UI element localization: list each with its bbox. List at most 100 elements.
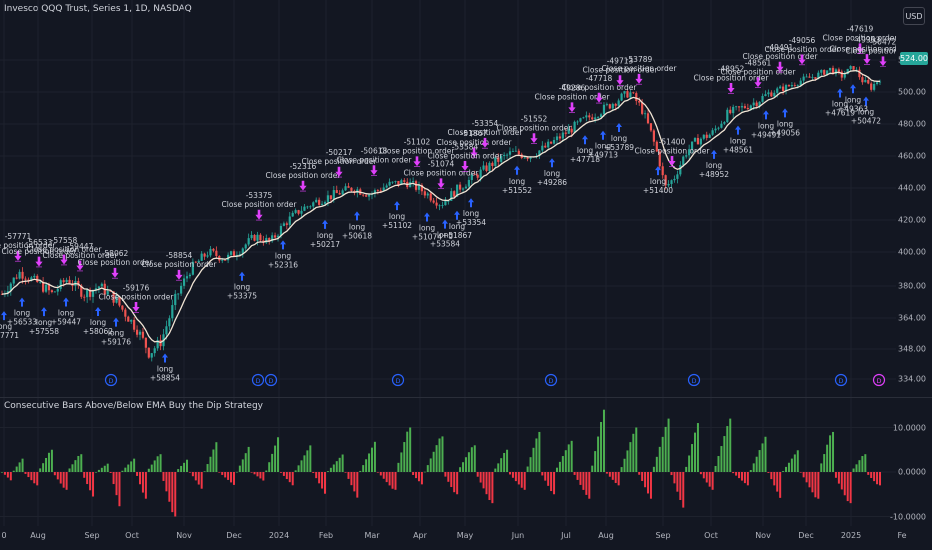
close-trade-value: -53584 [452,142,479,151]
histogram-bar [429,458,432,472]
histogram-bar [83,472,86,478]
dividend-event-icon[interactable]: D [264,373,278,387]
histogram-bar [224,472,227,478]
histogram-bar [796,450,799,472]
candle-body [617,100,620,106]
candle-body [670,180,673,184]
histogram-bar [136,472,139,476]
candle-body [453,191,456,197]
dividend-event-icon[interactable]: D [687,373,701,387]
candle-body [867,80,870,84]
candle-body [711,130,714,135]
currency-button[interactable]: USD [903,7,925,25]
price-axis[interactable]: 528.00500.00480.00460.00440.00420.00400.… [896,0,932,397]
candle-body [599,114,603,118]
svg-text:D: D [268,377,273,385]
candle-body [761,96,764,102]
histogram-bar [649,472,652,499]
histogram-bar [685,466,688,472]
oscillator-title: Consecutive Bars Above/Below EMA Buy the… [4,401,264,411]
histogram-bar [635,427,638,472]
candle-body [767,92,770,95]
time-axis[interactable]: 0 Aug Sep Oct Nov Dec 2024 Feb Mar Apr May Jun Jul Au… [0,526,932,550]
candle-body [385,185,388,188]
histogram-bar [450,472,453,487]
long-arrow [280,240,286,250]
histogram-bar [65,472,68,490]
close-arrow [856,43,864,54]
pane-separator[interactable] [0,397,932,398]
long-trade-value: +49286 [537,178,567,187]
histogram-bar [658,446,661,472]
candle-body [80,285,83,297]
long-arrow [763,110,769,120]
close-trade-value: -56533 [26,238,53,247]
candle-body [673,178,676,181]
candle-body [688,149,691,156]
dividend-event-icon[interactable]: D [834,373,848,387]
histogram-bar [133,458,136,472]
histogram-bar [274,445,277,472]
candle-body [438,205,441,207]
candle-body [541,145,544,151]
histogram-bar [840,472,843,490]
candle-body [47,284,51,291]
candle-body [97,286,101,289]
candle-body [720,123,723,128]
dividend-event-icon[interactable]: D [544,373,558,387]
long-arrow [322,219,328,229]
candle-body [597,117,600,118]
histogram-bar [253,472,256,475]
dividend-event-icon[interactable]: D [391,373,405,387]
long-arrow [95,307,101,317]
close-trade-value: -53354 [472,119,499,128]
candle-body [232,251,236,257]
candle-body [309,206,312,208]
histogram-bar [341,454,344,472]
candle-body [444,201,447,206]
candle-body [702,134,705,139]
histogram-bar [150,464,153,472]
candle-body [843,74,846,78]
close-position-label: Close position order [99,292,175,301]
long-arrow [394,201,400,211]
oscillator-pane[interactable] [0,398,896,526]
osc-axis[interactable]: 10.0000 0.0000 -10.0000 [890,398,932,526]
long-trade-value: +53375 [227,292,257,301]
histogram-bar [171,472,174,513]
candle-body [591,117,594,120]
histogram-bar [324,472,327,494]
close-trade-value: -49713 [607,57,634,66]
candle-body [403,180,406,182]
histogram-bar [370,447,373,472]
histogram-bar [318,472,321,484]
candle-body [65,279,68,283]
long-trade-value: +50217 [310,240,340,249]
price-pane[interactable]: long+57771Close position order-57771long… [0,0,896,397]
dividend-event-icon[interactable]: D [251,373,265,387]
histogram-bar [3,472,6,475]
histogram-bar [62,472,65,488]
candle-body [141,331,145,338]
histogram-bar [332,464,335,472]
histogram-bar [503,452,506,472]
histogram-bar [605,472,608,474]
close-arrow [530,133,538,144]
long-arrow [863,96,869,106]
long-arrow [454,210,460,220]
long-trade-value: +51074 [412,232,442,241]
close-position-label: Close position order [2,247,78,256]
histogram-bar [185,459,188,472]
histogram-bar [300,460,303,472]
long-label: long [0,322,12,331]
candle-body [740,106,744,108]
dividend-event-icon[interactable]: D [872,373,886,387]
close-trade-value: -53375 [246,191,273,200]
long-trade-value: +51867 [442,231,472,240]
candle-body [347,186,350,188]
histogram-bar [68,468,71,472]
candle-body [432,200,435,203]
dividend-event-icon[interactable]: D [104,373,118,387]
candle-body [784,85,788,91]
histogram-bar [250,472,253,473]
